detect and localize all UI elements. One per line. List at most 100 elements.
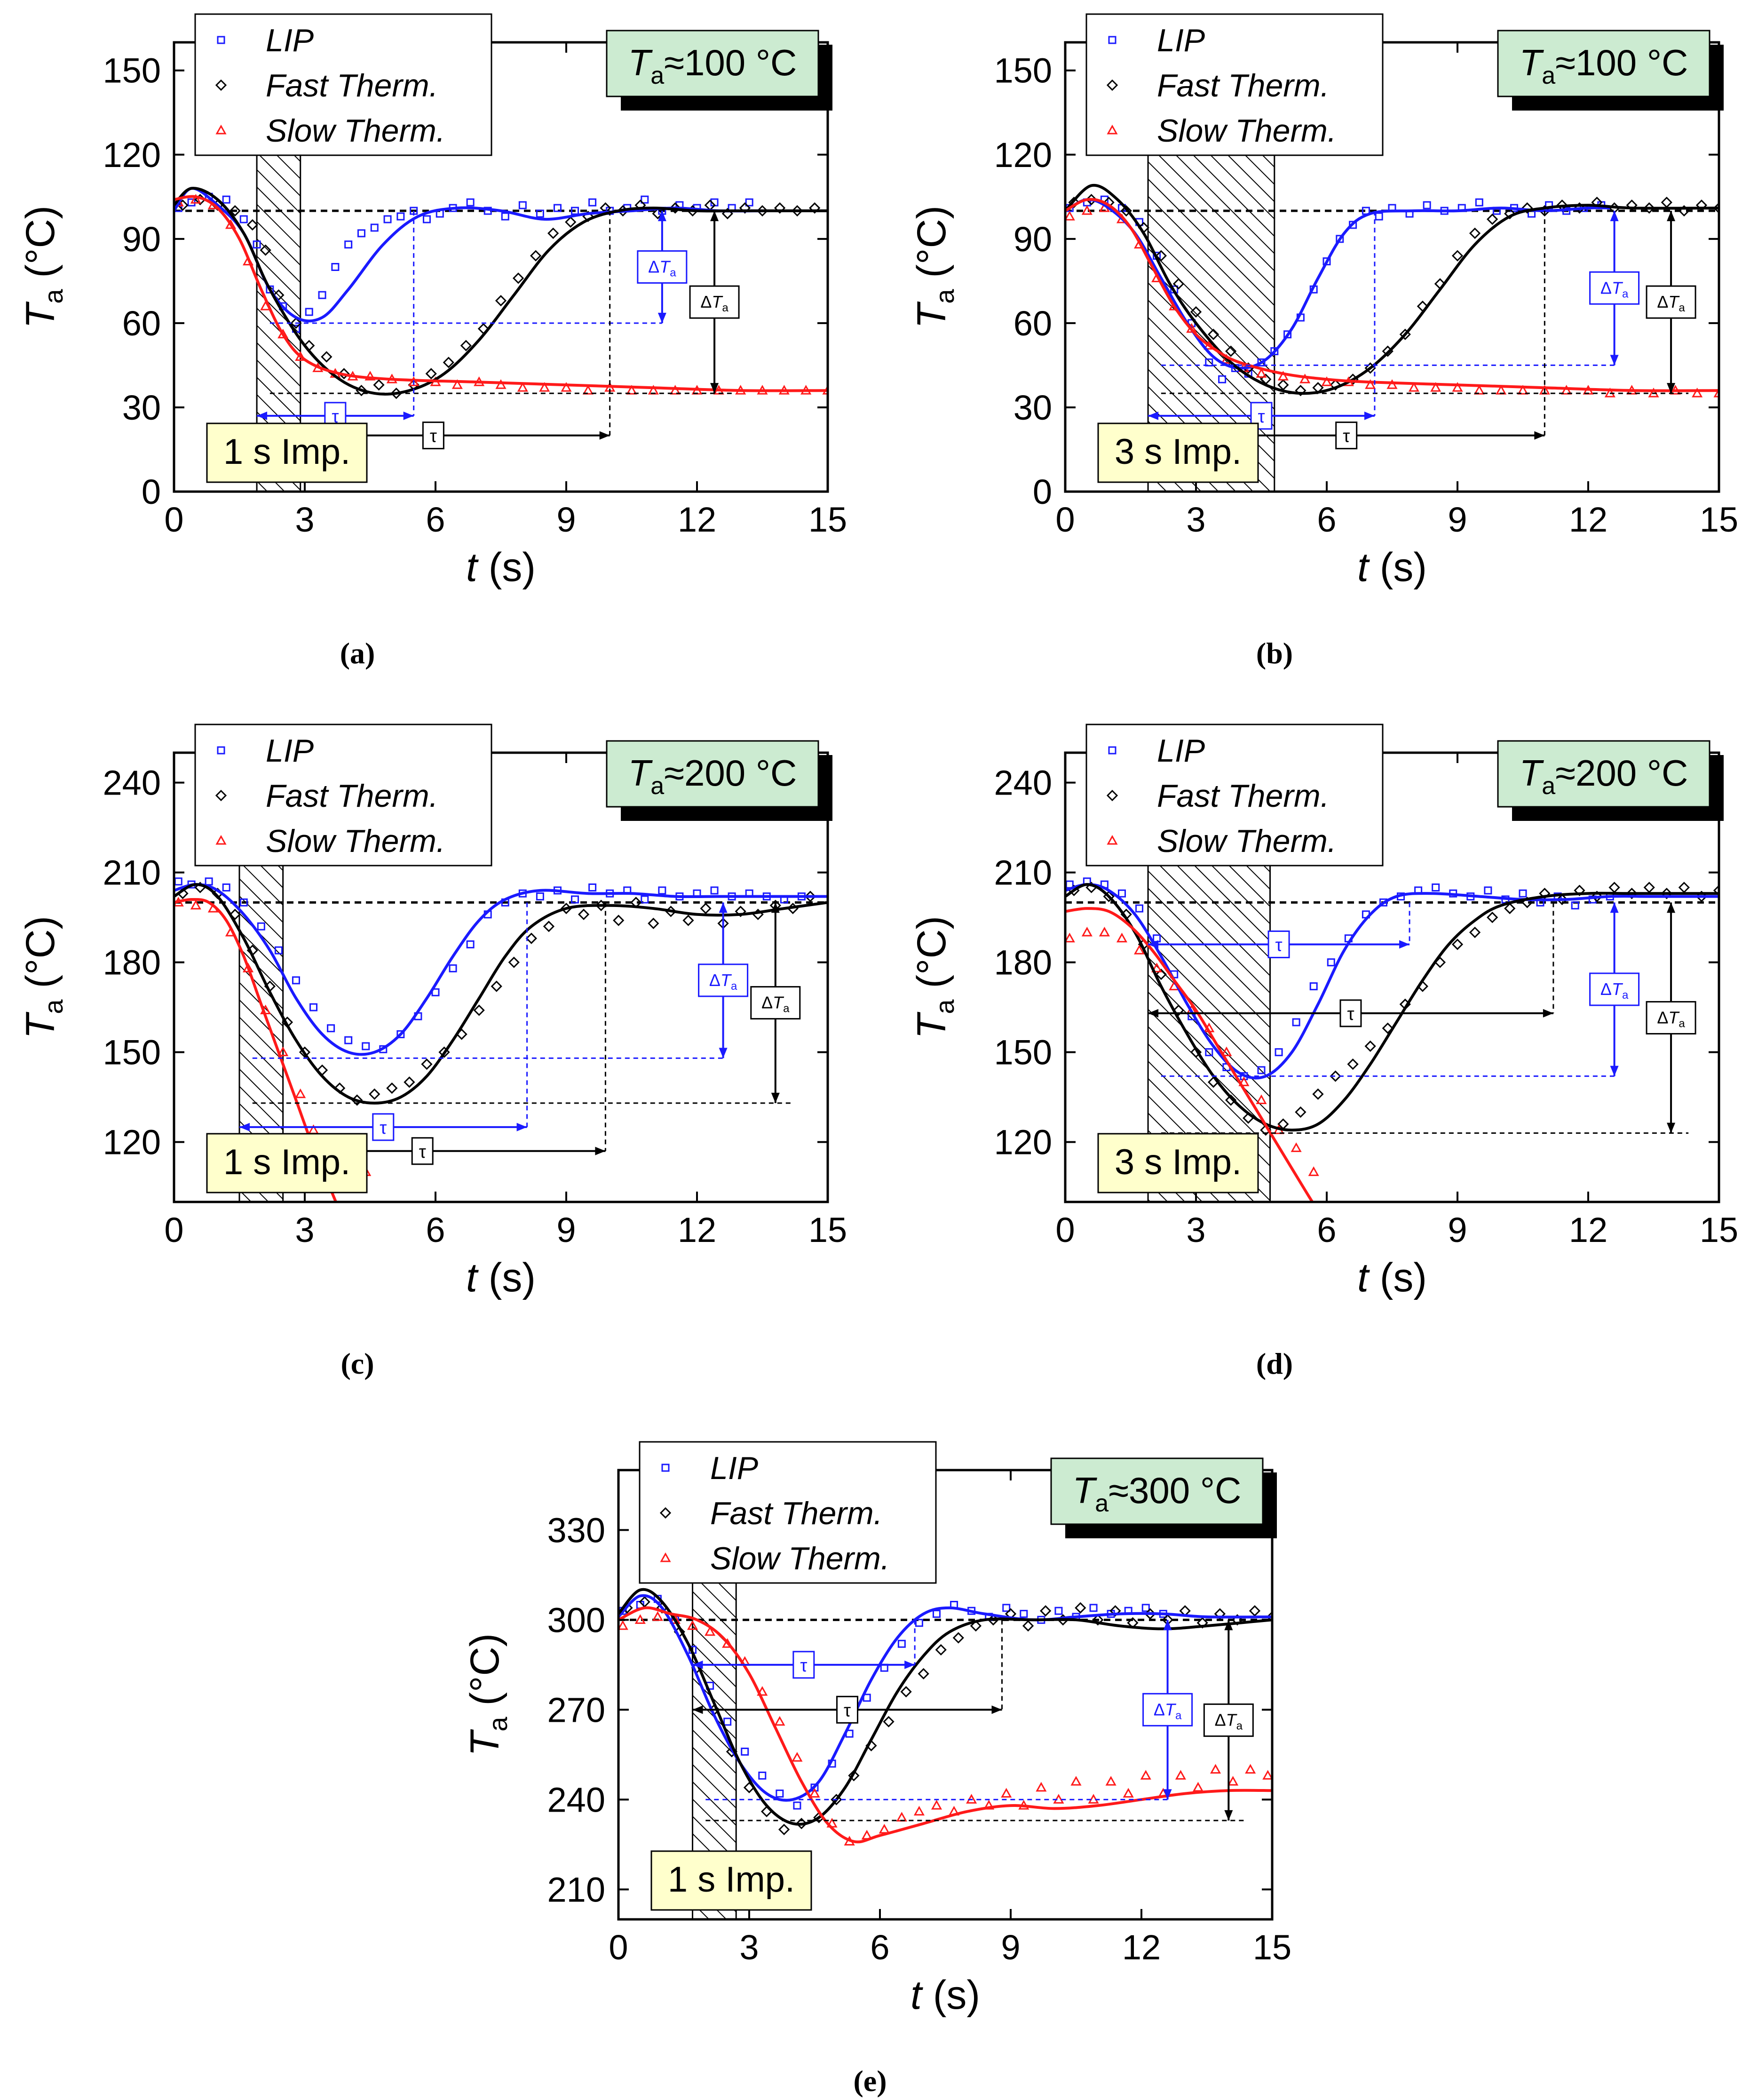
y-tick-label: 150 [103, 51, 161, 90]
fast-delta-arrowhead-down [1667, 1122, 1676, 1133]
slow-point [190, 194, 201, 204]
lip-delta-label-frame [1589, 271, 1640, 305]
fast-point [1695, 891, 1708, 902]
y-tick-label: 120 [994, 135, 1052, 175]
fast-tau-text: τ [1343, 427, 1350, 446]
legend-marker-lip [1108, 746, 1117, 755]
slow-point [295, 1088, 306, 1098]
fast-tau-label-frame [836, 1695, 858, 1724]
legend-frame [194, 13, 492, 156]
slow-point [1070, 1776, 1082, 1786]
legend-marker-slow [1107, 835, 1118, 845]
slow-point [1221, 1046, 1232, 1057]
lip-tau-arrowhead [904, 1660, 915, 1669]
slow-point [618, 1620, 628, 1630]
lip-point [776, 1790, 784, 1798]
lip-point [370, 223, 379, 232]
lip-point [1571, 901, 1579, 910]
fast-point [648, 917, 659, 930]
fast-delta-label: ΔTa [1646, 1001, 1696, 1034]
lip-point [1089, 1604, 1098, 1612]
lip-tau-text: τ [332, 407, 339, 427]
legend-frame [639, 1441, 937, 1584]
y-tick-label: 240 [103, 764, 161, 803]
fast-point [512, 272, 524, 284]
lip-point [344, 1036, 353, 1044]
fast-point [1120, 205, 1132, 217]
x-tick-label: 3 [739, 1928, 759, 1967]
lip-point [362, 1042, 370, 1050]
fast-tau-text: τ [844, 1701, 851, 1720]
lip-point [1270, 347, 1279, 356]
fast-point [1190, 306, 1202, 318]
plot-frame [1064, 41, 1720, 493]
fast-point [774, 202, 786, 214]
lip-delta-text: ΔTa [1154, 1700, 1182, 1722]
fast-fit-curve [174, 187, 828, 396]
fast-tau-text: τ [419, 1142, 426, 1162]
fast-point [595, 899, 607, 911]
impulse-label-text: 1 s Imp. [223, 432, 350, 472]
fast-point [918, 1668, 929, 1680]
fast-point [935, 1644, 947, 1656]
fast-delta-label-frame [689, 285, 740, 319]
lip-point [1257, 358, 1266, 366]
legend-marker-lip [661, 1464, 670, 1472]
slow-point [1238, 1076, 1250, 1086]
legend-label-lip: LIP [266, 23, 314, 58]
caption: (b) [1256, 636, 1293, 670]
y-axis-label: Ta (°C) [909, 916, 959, 1039]
legend-label-slow: Slow Therm. [1157, 113, 1337, 149]
y-tick-label: 240 [994, 764, 1052, 803]
fast-point [1626, 888, 1638, 899]
lip-point [1141, 1604, 1150, 1612]
y-tick-label: 120 [994, 1123, 1052, 1162]
legend-label-fast: Fast Therm. [710, 1495, 883, 1531]
lip-point [239, 215, 248, 223]
slow-point [1713, 388, 1719, 398]
fast-point [1312, 1088, 1324, 1100]
slow-point [809, 1788, 820, 1798]
fast-point [543, 921, 555, 932]
lip-point [641, 195, 649, 204]
fast-delta-label: ΔTa [1646, 285, 1696, 319]
fast-point [831, 1794, 842, 1806]
fast-delta-label: ΔTa [750, 986, 801, 1020]
fast-point [1451, 939, 1464, 950]
lip-tau-arrowhead [516, 1122, 527, 1131]
fast-point [1661, 197, 1672, 208]
lip-point [1205, 1048, 1213, 1057]
y-tick-label: 180 [103, 943, 161, 982]
fast-point [1330, 379, 1341, 391]
y-tick-label: 330 [547, 1511, 605, 1550]
x-axis-label: t (s) [1357, 1255, 1427, 1300]
fast-point [883, 1716, 895, 1727]
lip-tau-text: τ [800, 1656, 807, 1676]
y-tick-label: 120 [103, 135, 161, 175]
fast-point [547, 227, 559, 239]
fast-point [1225, 1094, 1237, 1106]
y-tick-label: 150 [103, 1033, 161, 1072]
slow-point [634, 1614, 646, 1624]
fast-point [229, 205, 241, 217]
lip-delta-text: ΔTa [1600, 278, 1629, 300]
fast-point [229, 908, 241, 920]
impulse-label-text: 3 s Imp. [1115, 432, 1242, 472]
fast-point [952, 1632, 964, 1644]
title-text: Ta≈300 °C [1073, 1470, 1242, 1517]
fast-point [1469, 926, 1481, 939]
slow-point [1517, 385, 1528, 395]
y-tick-label: 210 [103, 853, 161, 892]
fast-point [1109, 1605, 1121, 1617]
x-tick-label: 12 [1569, 1210, 1607, 1249]
slow-point [1081, 205, 1093, 215]
fast-point [778, 1823, 790, 1836]
fast-tau-text: τ [1347, 1004, 1354, 1024]
fast-point [260, 244, 271, 256]
lip-delta-label: ΔTa [1589, 271, 1640, 305]
y-tick-label: 180 [994, 943, 1052, 982]
x-tick-label: 9 [556, 500, 576, 539]
x-tick-label: 6 [426, 1210, 445, 1249]
fast-point [421, 1058, 433, 1070]
